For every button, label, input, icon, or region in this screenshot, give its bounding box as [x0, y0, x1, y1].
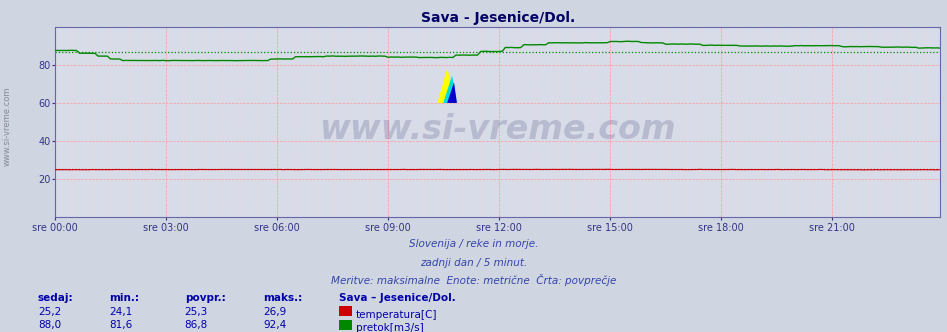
Text: 92,4: 92,4 [263, 320, 287, 330]
Text: zadnji dan / 5 minut.: zadnji dan / 5 minut. [420, 258, 527, 268]
Text: Sava – Jesenice/Dol.: Sava – Jesenice/Dol. [339, 293, 456, 303]
Text: 88,0: 88,0 [38, 320, 61, 330]
Text: 81,6: 81,6 [109, 320, 133, 330]
Text: 26,9: 26,9 [263, 307, 287, 317]
Text: 25,3: 25,3 [185, 307, 208, 317]
Text: sedaj:: sedaj: [38, 293, 74, 303]
Text: 24,1: 24,1 [109, 307, 133, 317]
Text: www.si-vreme.com: www.si-vreme.com [3, 86, 12, 166]
Text: temperatura[C]: temperatura[C] [356, 310, 438, 320]
Polygon shape [443, 75, 456, 103]
Text: 86,8: 86,8 [185, 320, 208, 330]
Text: www.si-vreme.com: www.si-vreme.com [319, 113, 676, 146]
Text: Slovenija / reke in morje.: Slovenija / reke in morje. [409, 239, 538, 249]
Polygon shape [438, 68, 456, 103]
Title: Sava - Jesenice/Dol.: Sava - Jesenice/Dol. [420, 11, 575, 25]
Text: 25,2: 25,2 [38, 307, 62, 317]
Text: povpr.:: povpr.: [185, 293, 225, 303]
Text: min.:: min.: [109, 293, 139, 303]
Polygon shape [447, 82, 456, 103]
Text: maks.:: maks.: [263, 293, 302, 303]
Text: Meritve: maksimalne  Enote: metrične  Črta: povprečje: Meritve: maksimalne Enote: metrične Črta… [331, 274, 616, 286]
Text: pretok[m3/s]: pretok[m3/s] [356, 323, 424, 332]
